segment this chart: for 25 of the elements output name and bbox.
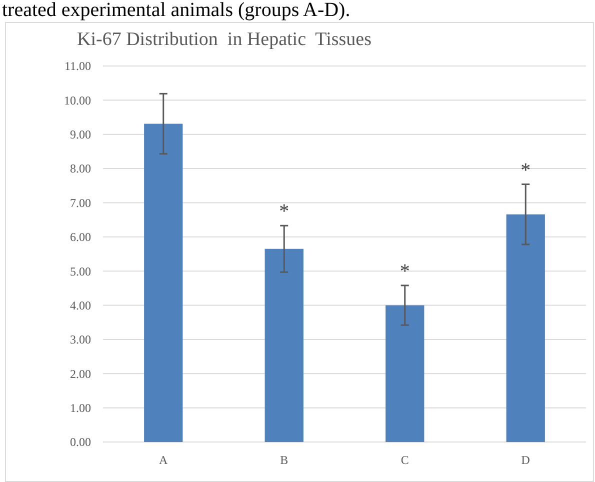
y-tick-label: 2.00 bbox=[70, 366, 91, 381]
x-tick-label: A bbox=[159, 453, 168, 467]
bar bbox=[386, 305, 424, 442]
bar bbox=[144, 124, 183, 442]
y-tick-label: 6.00 bbox=[70, 230, 91, 244]
y-tick-label: 9.00 bbox=[70, 128, 91, 142]
bar bbox=[264, 248, 304, 442]
x-tick-label: B bbox=[280, 453, 288, 467]
y-tick-label: 0.00 bbox=[70, 435, 91, 450]
x-tick-label: C bbox=[400, 453, 409, 467]
text: treated experimental animals (groups A-D). bbox=[2, 0, 350, 21]
y-tick-label: 4.00 bbox=[70, 298, 91, 312]
annotation: * bbox=[279, 200, 290, 223]
y-tick-label: 1.00 bbox=[70, 401, 91, 416]
y-tick-label: 8.00 bbox=[70, 162, 91, 176]
annotation: * bbox=[520, 159, 531, 182]
y-tick-label: 7.00 bbox=[70, 196, 91, 210]
y-tick-label: 11.00 bbox=[64, 59, 91, 74]
x-tick-label: D bbox=[521, 453, 530, 467]
chart-title: Ki-67 Distribution in Hepatic Tissues bbox=[77, 29, 372, 50]
y-tick-label: 3.00 bbox=[70, 332, 91, 347]
y-tick-label: 10.00 bbox=[64, 93, 91, 108]
bar bbox=[506, 214, 545, 442]
annotation: * bbox=[400, 260, 410, 282]
y-tick-label: 5.00 bbox=[70, 264, 91, 278]
